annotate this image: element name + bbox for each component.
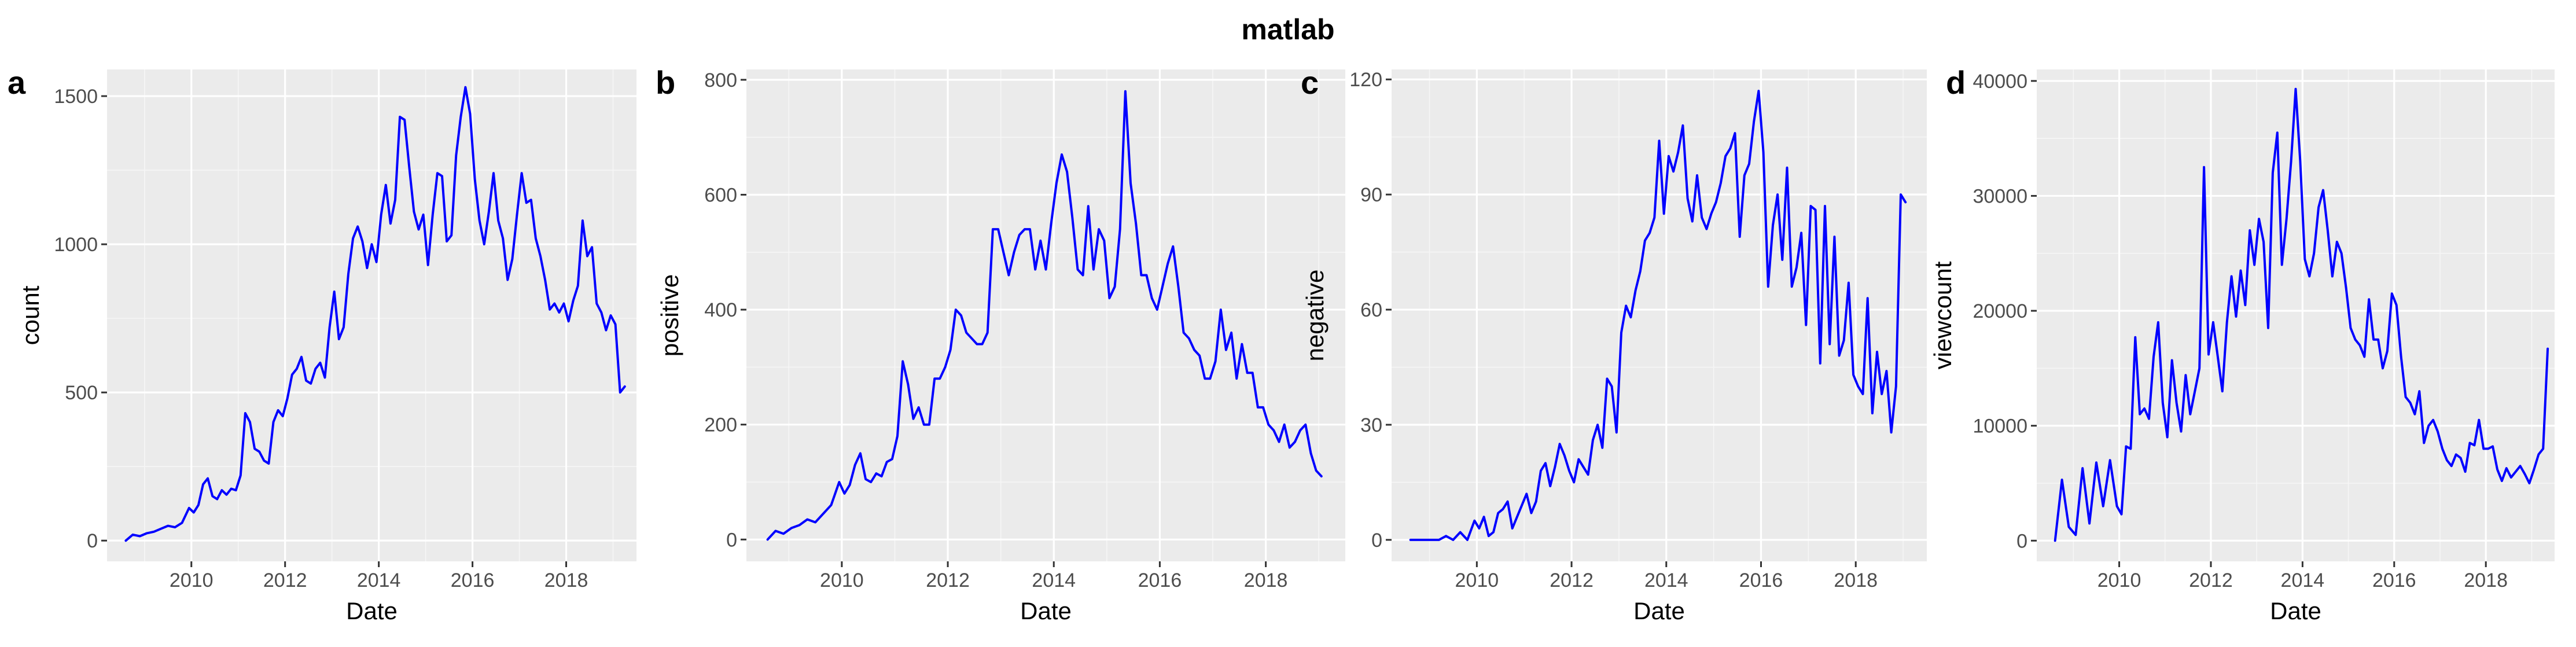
y-tick-label: 0 — [726, 529, 737, 551]
x-tick-label: 2012 — [263, 569, 307, 591]
y-tick-label: 60 — [1360, 299, 1382, 321]
panel-a: 2010 2012 2014 2016 2018 0 500 1000 1500 Date coun… — [8, 64, 636, 624]
panel-tag: d — [1946, 64, 1966, 101]
x-axis-title: Date — [2270, 597, 2321, 624]
y-tick-label: 40000 — [1973, 71, 2027, 93]
x-tick-label: 2018 — [1244, 569, 1288, 591]
y-tick-label: 20000 — [1973, 300, 2027, 322]
y-tick-label: 90 — [1360, 184, 1382, 206]
y-tick-label: 1500 — [54, 86, 98, 108]
y-tick-label: 200 — [704, 414, 737, 436]
panel-d: 2010 2012 2014 2016 2018 0 10000 20000 30000 4000… — [1929, 64, 2555, 624]
x-axis-title: Date — [1020, 597, 1072, 624]
x-tick-label: 2016 — [1138, 569, 1182, 591]
x-tick-label: 2012 — [1550, 569, 1594, 591]
panels: 2010 2012 2014 2016 2018 0 500 1000 1500 Date coun… — [8, 64, 2555, 624]
x-tick-label: 2012 — [926, 569, 970, 591]
panel-b: 2010 2012 2014 2016 2018 0 200 400 600 800 Date pos… — [656, 64, 1345, 624]
x-tick-label: 2010 — [170, 569, 214, 591]
y-tick-label: 30 — [1360, 414, 1382, 436]
panel-tag: a — [8, 64, 26, 101]
x-tick-label: 2016 — [451, 569, 495, 591]
y-tick-label: 1000 — [54, 234, 98, 256]
x-tick-label: 2018 — [2464, 569, 2508, 591]
plot-background — [746, 69, 1345, 561]
x-axis-title: Date — [1633, 597, 1685, 624]
panel-tag: c — [1301, 64, 1319, 101]
panel-tag: b — [656, 64, 675, 101]
series-line — [2054, 87, 2549, 542]
x-tick-label: 2012 — [2189, 569, 2233, 591]
y-axis-title: negative — [1301, 270, 1329, 362]
plot-background — [107, 69, 636, 561]
x-tick-label: 2014 — [1644, 569, 1688, 591]
y-tick-label: 800 — [704, 69, 737, 91]
y-tick-label: 500 — [65, 382, 98, 404]
x-tick-label: 2016 — [1739, 569, 1783, 591]
series-line — [1409, 90, 1907, 541]
x-tick-label: 2010 — [2097, 569, 2141, 591]
y-tick-label: 0 — [87, 530, 98, 552]
y-axis-title: viewcount — [1929, 261, 1956, 369]
y-tick-label: 30000 — [1973, 185, 2027, 207]
x-tick-label: 2018 — [544, 569, 588, 591]
y-tick-label: 400 — [704, 299, 737, 321]
x-tick-label: 2014 — [1032, 569, 1076, 591]
y-tick-label: 10000 — [1973, 416, 2027, 438]
series-line — [124, 86, 626, 542]
y-tick-label: 0 — [2016, 530, 2027, 552]
x-tick-label: 2018 — [1834, 569, 1878, 591]
x-tick-label: 2010 — [820, 569, 864, 591]
x-tick-label: 2010 — [1455, 569, 1499, 591]
series-line — [766, 90, 1323, 541]
x-tick-label: 2014 — [2281, 569, 2325, 591]
x-tick-label: 2016 — [2372, 569, 2416, 591]
panel-c: 2010 2012 2014 2016 2018 0 30 60 90 120 Date negati… — [1301, 64, 1927, 624]
figure-title: matlab — [1241, 13, 1334, 46]
x-tick-label: 2014 — [357, 569, 401, 591]
y-tick-label: 0 — [1371, 530, 1382, 552]
y-axis-title: positive — [656, 274, 683, 356]
y-axis-title: count — [17, 285, 44, 345]
y-tick-label: 120 — [1349, 69, 1382, 91]
y-tick-label: 600 — [704, 184, 737, 206]
x-axis-title: Date — [346, 597, 398, 624]
